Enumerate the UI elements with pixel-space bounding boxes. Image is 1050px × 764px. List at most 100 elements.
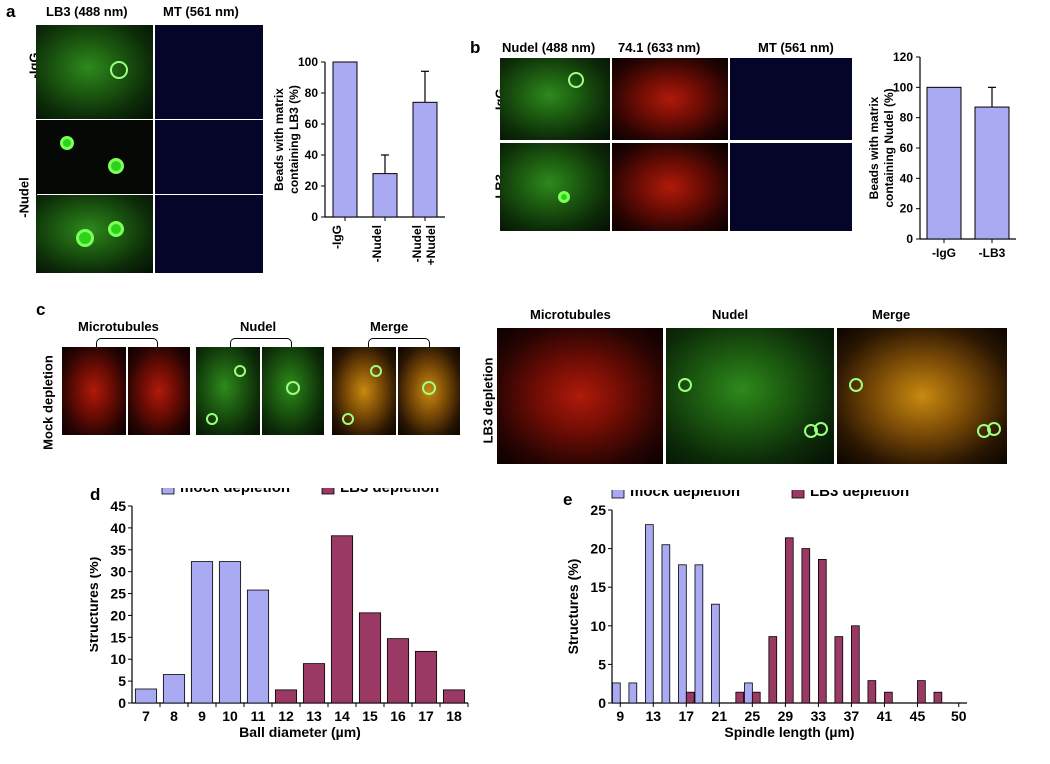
y-tick-label: 0 [311,210,318,224]
panel-b-micrograph-741-igg [612,58,728,140]
x-tick-label: 18 [446,708,462,724]
bar [751,691,761,704]
x-tick-label: -IgG [932,246,956,260]
bar [386,638,410,704]
bar [744,682,753,704]
y-tick-label: 15 [110,629,126,645]
x-tick-label: 50 [951,708,967,724]
panel-b-micrograph-nudel-lb3 [500,143,610,231]
panel-a-micrograph-lb3-igg [36,25,153,119]
panel-c-row-label-lb3: LB3 depletion [480,357,496,444]
bar [768,636,778,704]
y-tick-label: 0 [906,232,913,246]
bar [332,61,358,218]
panel-a-micrograph-mt-nudel1 [155,120,263,194]
y-tick-label: 35 [110,542,126,558]
y-tick-label: 100 [298,55,318,69]
panel-c-bracket-nudel [230,338,292,347]
x-tick-label: 37 [844,708,860,724]
bar [851,625,860,704]
y-tick-label: 25 [110,586,126,602]
panel-b-micrograph-mt-lb3 [730,143,852,231]
y-tick-label: 10 [590,618,606,634]
legend-swatch [611,490,625,499]
y-tick-label: 0 [118,695,126,711]
bar [612,682,621,704]
chart-a: 0 20 40 60 80 100 Beads with matrix containing … [272,55,445,265]
bar [190,561,214,704]
legend-label: LB3 depletion [810,490,909,500]
y-axis-label: Structures (%) [90,557,101,653]
x-tick-label: 9 [616,708,624,724]
panel-a-col-label-lb3: LB3 (488 nm) [46,4,128,19]
panel-c-bracket-merge [368,338,430,347]
bar [917,680,926,704]
chart-d: 0 5 10 15 20 25 30 35 40 45 Structures (%) Ball dia… [90,488,469,740]
y-tick-label: 20 [110,607,126,623]
y-tick-label: 5 [118,673,126,689]
panel-c-label-merge: Merge [370,319,409,334]
bar [358,612,382,704]
y-tick-label: 30 [110,564,126,580]
bar [372,173,398,218]
panel-c-lb3-nudel [666,328,834,464]
panel-c-mock-microtubules-2 [128,347,190,435]
x-tick-label: 15 [362,708,378,724]
bar [685,691,695,704]
x-tick-label: 45 [910,708,926,724]
bar [933,691,943,704]
bar [628,682,638,704]
bar [218,561,242,704]
panel-c-row-label-mock: Mock depletion [40,355,56,450]
panel-a-micrograph-lb3-nudel2 [36,195,153,273]
x-axis-label: Spindle length (µm) [724,724,854,740]
panel-c-letter: c [36,300,46,319]
y-tick-label: 25 [590,502,606,518]
x-tick-label: 17 [679,708,695,724]
bar [414,650,438,704]
panel-a-row-label-nudel: -Nudel [16,177,32,218]
bar [645,524,654,704]
x-axis-label: Ball diameter (µm) [239,724,361,740]
x-tick-label: -IgG [330,225,344,249]
panel-b-micrograph-mt-igg [730,58,852,140]
x-tick-label: +Nudel [424,225,438,265]
panel-c-mock-merge-1 [332,347,396,435]
legend-swatch [321,488,335,495]
bar [302,663,326,704]
y-axis-label: containing Nudel (%) [882,88,896,207]
bar [678,564,687,704]
y-tick-label: 120 [893,50,913,64]
x-tick-label: 29 [778,708,794,724]
panel-c-label-nudel: Nudel [240,319,277,334]
x-tick-label: 21 [712,708,728,724]
panel-a-micrograph-mt-nudel2 [155,195,263,273]
y-axis-label: containing LB3 (%) [287,85,301,194]
panel-c-mock-nudel-1 [196,347,260,435]
bar [801,548,811,704]
bar [162,674,186,704]
panel-c-right-label-microtubules: Microtubules [530,307,611,322]
chart-b: 0 20 40 60 80 100 120 Beads with matrix containi… [867,50,1016,260]
y-tick-label: 15 [590,579,606,595]
y-tick-label: 80 [305,86,319,100]
x-tick-label: 7 [142,708,150,724]
bar [834,636,844,704]
bar [817,559,827,704]
panel-b-col-label-mt: MT (561 nm) [758,40,834,55]
panel-a-micrograph-lb3-nudel1 [36,120,153,194]
bar [711,603,720,704]
y-tick-label: 20 [900,202,914,216]
bar [274,689,298,704]
legend-swatch [161,488,175,495]
panel-c-bracket-microtubules [96,338,158,347]
y-tick-label: 80 [900,111,914,125]
chart-e: 0 5 10 15 20 25 Structures (%) Spindle length (… [565,490,967,740]
y-tick-label: 45 [110,498,126,514]
y-tick-label: 20 [305,179,319,193]
panel-c-mock-nudel-2 [262,347,324,435]
y-tick-label: 20 [590,541,606,557]
panel-b-letter: b [470,38,481,57]
y-axis-label: Beads with matrix [272,88,286,191]
y-tick-label: 60 [900,141,914,155]
